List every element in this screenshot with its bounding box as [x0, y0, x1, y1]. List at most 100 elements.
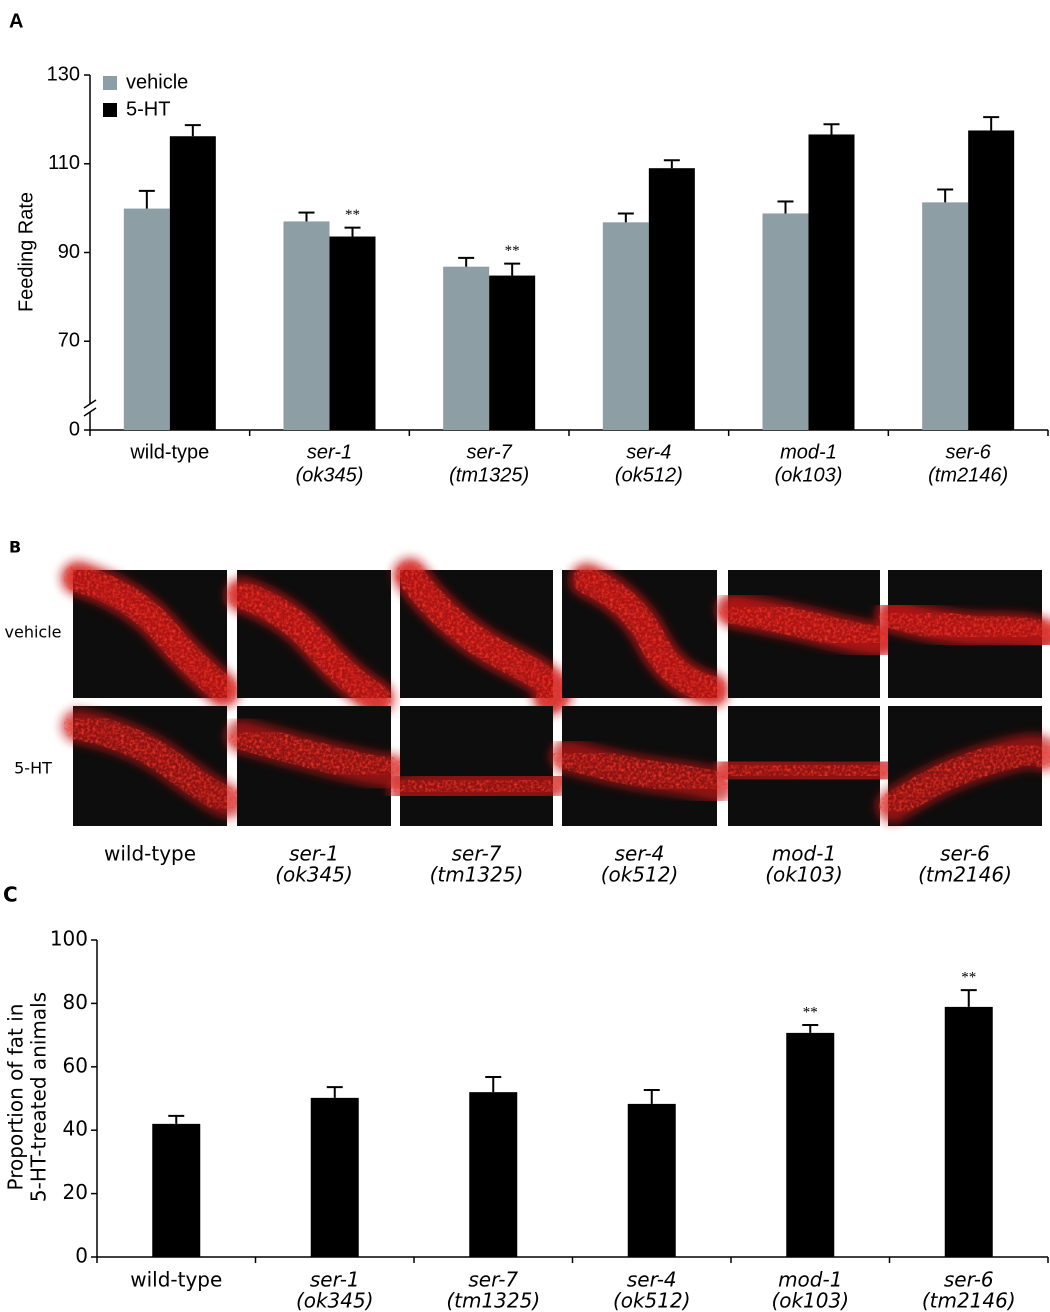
column-label: (tm2146) — [918, 863, 1012, 887]
bar — [648, 168, 695, 430]
panel-label: C — [3, 883, 18, 907]
x-tick-label: ser-1 — [310, 1268, 360, 1292]
significance: ** — [345, 207, 360, 223]
x-tick-label: (tm2146) — [928, 464, 1008, 486]
column-label: ser-1 — [289, 842, 339, 866]
micrograph — [400, 706, 553, 826]
bar — [808, 134, 855, 430]
worm — [225, 719, 409, 788]
bar — [762, 213, 809, 430]
bar — [310, 1097, 359, 1257]
y-tick-label: 130 — [47, 63, 80, 85]
x-tick-label: (ok103) — [775, 464, 843, 486]
worm — [61, 709, 245, 818]
worm — [716, 749, 900, 792]
worm-speckle — [228, 722, 406, 785]
worm-speckle — [396, 561, 569, 712]
column-label: ser-6 — [940, 842, 990, 866]
worm — [393, 558, 572, 715]
y-tick-label: 110 — [48, 152, 80, 174]
column-label: (tm1325) — [430, 863, 524, 887]
column-label: mod-1 — [772, 842, 836, 866]
y-tick-label: 70 — [58, 330, 80, 352]
x-tick-label: (tm2146) — [922, 1289, 1016, 1312]
bar — [922, 202, 969, 430]
worm-speckle — [879, 601, 1050, 649]
worm — [570, 563, 729, 707]
x-tick-label: (ok103) — [771, 1289, 849, 1312]
worm-speckle — [64, 564, 237, 704]
column-label: ser-7 — [452, 842, 502, 866]
worm — [225, 578, 394, 715]
bar — [944, 1006, 993, 1257]
y-tick-label: 60 — [63, 1053, 88, 1077]
x-tick-label: mod-1 — [778, 1268, 842, 1292]
x-tick-label: (ok512) — [615, 464, 683, 486]
worm — [61, 561, 240, 707]
bar — [469, 1092, 518, 1257]
bar — [283, 221, 330, 430]
column-label: (ok103) — [765, 863, 843, 887]
y-tick-label: 90 — [58, 241, 80, 263]
worm-speckle — [228, 581, 391, 712]
worm-speckle — [391, 767, 569, 805]
axis-break — [83, 399, 97, 409]
worm — [876, 598, 1050, 652]
bar — [169, 136, 216, 431]
x-tick-label: (ok512) — [613, 1289, 691, 1312]
legend-label: 5-HT — [126, 98, 170, 120]
worm-speckle — [64, 712, 242, 815]
x-tick-label: ser-7 — [467, 441, 513, 463]
x-tick-label: ser-4 — [627, 1268, 677, 1292]
significance: ** — [803, 1004, 818, 1020]
y-tick-label: 80 — [63, 990, 88, 1014]
column-label: ser-4 — [615, 842, 665, 866]
x-tick-label: (tm1325) — [449, 464, 529, 486]
column-label: (ok345) — [275, 863, 353, 887]
worm-speckle — [553, 742, 731, 800]
worm-speckle — [719, 596, 897, 654]
x-tick-label: mod-1 — [780, 441, 837, 463]
panel-c: C 0 20 40 60 80 100 Proportion of fat in 5-HT-tr… — [3, 883, 1049, 1312]
row-label: 5-HT — [14, 759, 52, 778]
y-tick-label: 40 — [63, 1117, 88, 1141]
x-tick-label: ser-6 — [944, 1268, 994, 1292]
x-tick-label: (ok345) — [296, 1289, 374, 1312]
panel-label: A — [9, 10, 23, 32]
x-tick-label: ser-1 — [307, 441, 352, 463]
significance: ** — [961, 970, 976, 986]
column-label: (ok512) — [601, 863, 679, 887]
y-tick-label: 0 — [75, 1244, 88, 1268]
bar — [152, 1123, 201, 1257]
legend-swatch — [103, 76, 117, 90]
legend-label: vehicle — [126, 71, 188, 93]
y-tick-label: 100 — [50, 927, 88, 951]
significance: ** — [505, 243, 520, 259]
worm-speckle — [573, 566, 726, 704]
bar — [123, 208, 170, 430]
row-label: vehicle — [5, 623, 62, 642]
x-tick-label: (tm1325) — [446, 1289, 540, 1312]
y-tick-label: 0 — [69, 418, 80, 440]
y-tick-label: 20 — [63, 1180, 88, 1204]
x-tick-label: ser-6 — [946, 441, 992, 463]
bar — [968, 130, 1015, 430]
worm — [550, 739, 734, 803]
y-axis-label: 5-HT-treated animals — [27, 992, 51, 1202]
x-tick-label: wild-type — [130, 1268, 222, 1292]
bar — [786, 1032, 835, 1257]
bar — [329, 236, 376, 430]
worm — [876, 734, 1050, 823]
panel-label: B — [9, 538, 21, 557]
x-tick-label: wild-type — [129, 441, 209, 463]
worm-speckle — [719, 752, 897, 789]
bar — [443, 266, 490, 430]
worm-speckle — [879, 737, 1050, 820]
worm — [716, 593, 900, 657]
y-axis-label: Proportion of fat in — [4, 1004, 28, 1191]
legend-swatch — [103, 103, 117, 117]
bar — [602, 222, 649, 430]
bar — [489, 275, 536, 430]
